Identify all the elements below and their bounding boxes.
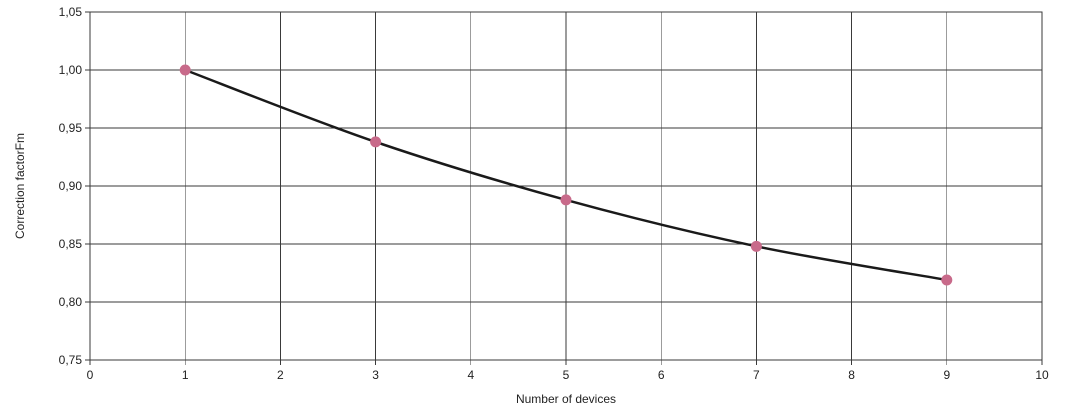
plot-frame (89, 11, 1043, 361)
y-tick-label: 0,80 (59, 295, 83, 309)
x-tick-label: 7 (753, 368, 760, 382)
y-tick-label: 0,95 (59, 121, 83, 135)
y-tick-label: 0,85 (59, 237, 83, 251)
x-tick-label: 5 (563, 368, 570, 382)
x-axis-title: Number of devices (516, 392, 616, 406)
data-point (750, 240, 762, 252)
y-tick-label: 0,90 (59, 179, 83, 193)
data-point (179, 64, 191, 76)
x-tick-label: 10 (1035, 368, 1049, 382)
data-points (179, 64, 953, 286)
x-tick-label: 4 (467, 368, 474, 382)
x-tick-label: 3 (372, 368, 379, 382)
y-tick-label: 1,00 (59, 63, 83, 77)
grid (85, 11, 1043, 365)
x-tick-label: 6 (658, 368, 665, 382)
y-tick-label: 0,75 (59, 353, 83, 367)
y-axis-ticks: 0,75 0,80 0,85 0,90 0,95 1,00 1,05 (59, 5, 83, 367)
plot-border (89, 11, 1043, 361)
data-point (560, 194, 572, 206)
x-tick-label: 2 (277, 368, 284, 382)
x-tick-label: 8 (848, 368, 855, 382)
x-tick-label: 9 (943, 368, 950, 382)
data-point (941, 274, 953, 286)
x-axis-ticks: 0 1 2 3 4 5 6 7 8 9 10 (87, 368, 1049, 382)
x-tick-label: 0 (87, 368, 94, 382)
y-tick-label: 1,05 (59, 5, 83, 19)
x-tick-label: 1 (182, 368, 189, 382)
y-axis-title: Correction factorFm (13, 133, 27, 239)
data-point (370, 136, 382, 148)
